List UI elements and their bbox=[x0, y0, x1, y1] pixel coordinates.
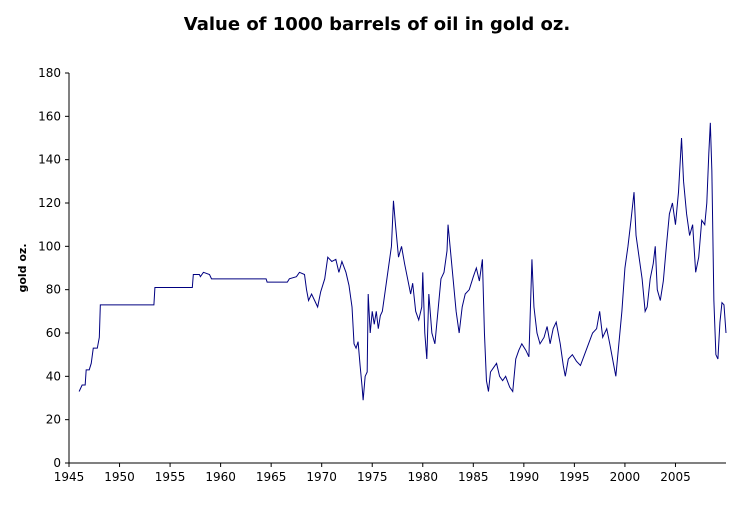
x-tick-label: 2000 bbox=[610, 470, 641, 484]
y-tick-label: 140 bbox=[38, 153, 61, 167]
x-tick-label: 1970 bbox=[306, 470, 337, 484]
y-tick-label: 60 bbox=[46, 326, 61, 340]
x-tick-label: 1945 bbox=[54, 470, 85, 484]
y-tick-label: 120 bbox=[38, 196, 61, 210]
x-tick-label: 1990 bbox=[509, 470, 540, 484]
line bbox=[78, 122, 727, 401]
x-tick-label: 1980 bbox=[407, 470, 438, 484]
chart-title: Value of 1000 barrels of oil in gold oz. bbox=[184, 14, 570, 35]
x-tick-label: 1960 bbox=[205, 470, 236, 484]
y-tick-label: 80 bbox=[46, 283, 61, 297]
y-tick-label: 160 bbox=[38, 109, 61, 123]
y-tick-label: 40 bbox=[46, 369, 61, 383]
x-tick-label: 1950 bbox=[104, 470, 135, 484]
x-tick-label: 1995 bbox=[559, 470, 590, 484]
y-tick-label: 20 bbox=[46, 413, 61, 427]
y-tick-label: 180 bbox=[38, 66, 61, 80]
y-tick-label: 0 bbox=[53, 456, 61, 470]
y-axis-label: gold oz. bbox=[16, 243, 29, 292]
x-tick-label: 1985 bbox=[458, 470, 489, 484]
x-tick-label: 1965 bbox=[256, 470, 287, 484]
x-tick-label: 1955 bbox=[155, 470, 186, 484]
y-tick-label: 100 bbox=[38, 239, 61, 253]
x-tick-label: 1975 bbox=[357, 470, 388, 484]
x-tick-label: 2005 bbox=[660, 470, 691, 484]
